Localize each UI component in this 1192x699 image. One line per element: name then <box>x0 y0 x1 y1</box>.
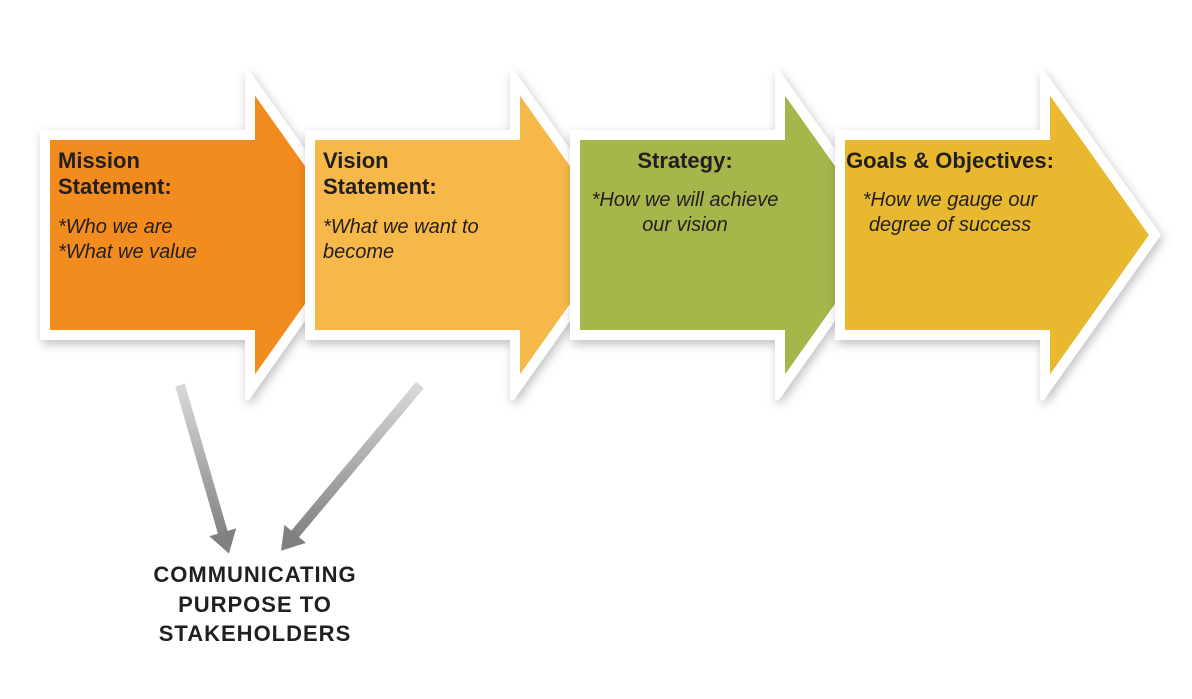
arrow-desc-strategy: *How we will achieve our vision <box>580 188 790 238</box>
arrow-goals: Goals & Objectives: *How we gauge our de… <box>835 70 1165 400</box>
arrow-text-mission: Mission Statement: *Who we are*What we v… <box>58 148 238 265</box>
arrow-desc-goals: *How we gauge our degree of success <box>845 188 1055 238</box>
annotation-group: COMMUNICATING PURPOSE TO STAKEHOLDERS <box>0 375 600 675</box>
arrow-title-mission: Mission Statement: <box>58 148 238 201</box>
arrow-title-strategy: Strategy: <box>580 148 790 174</box>
arrow-text-vision: Vision Statement: *What we want to becom… <box>323 148 503 265</box>
process-flow-row: Mission Statement: *Who we are*What we v… <box>40 70 1160 400</box>
arrow-title-vision: Vision Statement: <box>323 148 503 201</box>
arrow-title-goals: Goals & Objectives: <box>845 148 1055 174</box>
arrow-text-goals: Goals & Objectives: *How we gauge our de… <box>835 148 1055 238</box>
annotation-label: COMMUNICATING PURPOSE TO STAKEHOLDERS <box>95 560 415 649</box>
arrow-desc-vision: *What we want to become <box>323 215 503 265</box>
arrow-desc-mission: *Who we are*What we value <box>58 215 238 265</box>
arrow-text-strategy: Strategy: *How we will achieve our visio… <box>570 148 790 238</box>
